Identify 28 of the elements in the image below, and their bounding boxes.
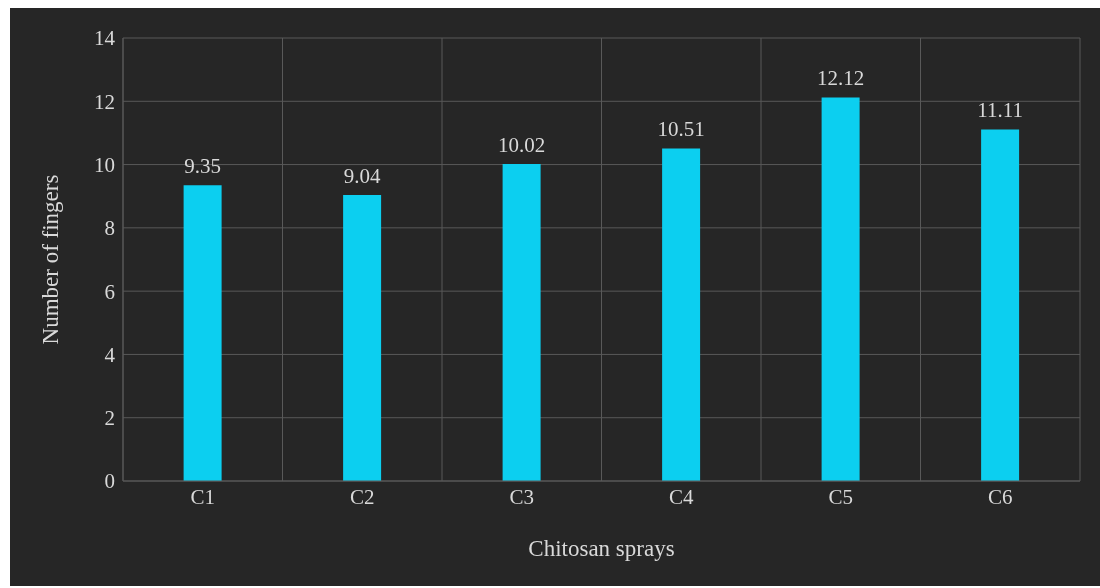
bar bbox=[343, 194, 382, 481]
x-tick-label: C1 bbox=[190, 484, 216, 509]
data-label: 11.11 bbox=[977, 98, 1023, 123]
bar bbox=[183, 185, 222, 481]
y-tick-label: 8 bbox=[104, 216, 115, 241]
x-tick-label: C3 bbox=[509, 484, 535, 509]
y-tick-label: 12 bbox=[94, 89, 115, 114]
x-tick-label: C2 bbox=[349, 484, 375, 509]
x-axis-title: Chitosan sprays bbox=[528, 536, 675, 561]
y-tick-label: 6 bbox=[104, 279, 115, 304]
y-axis-title: Number of fingers bbox=[38, 174, 64, 345]
bar bbox=[502, 163, 541, 481]
y-tick-label: 10 bbox=[94, 153, 115, 178]
bar bbox=[981, 129, 1020, 481]
y-tick-label: 4 bbox=[104, 342, 116, 367]
x-tick-label: C6 bbox=[987, 484, 1013, 509]
x-tick-label: C5 bbox=[828, 484, 854, 509]
y-tick-label: 2 bbox=[104, 406, 115, 431]
data-label: 9.35 bbox=[184, 154, 221, 179]
bar bbox=[821, 97, 860, 481]
x-tick-label: C4 bbox=[668, 484, 694, 509]
data-label: 10.02 bbox=[497, 132, 546, 157]
bar bbox=[662, 148, 701, 481]
data-label: 9.04 bbox=[343, 163, 381, 188]
y-tick-label: 14 bbox=[94, 26, 116, 51]
data-label: 12.12 bbox=[816, 66, 865, 91]
y-tick-label: 0 bbox=[104, 469, 115, 494]
data-label: 10.51 bbox=[657, 117, 705, 142]
